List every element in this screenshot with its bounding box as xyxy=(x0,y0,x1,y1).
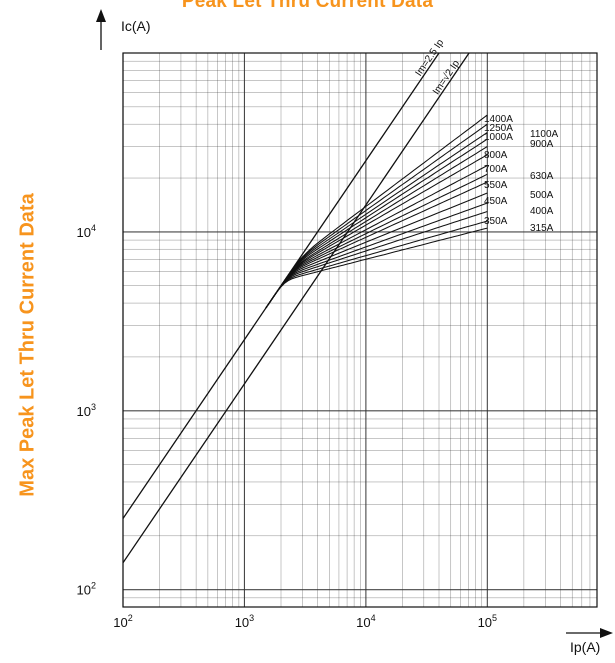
series-label-1400A: 1400A xyxy=(484,114,513,125)
series-line-1250A xyxy=(265,123,488,309)
x-axis-arrowhead xyxy=(600,628,613,638)
series-label-315A: 315A xyxy=(530,223,554,234)
label-layer: 102 103 104 105 102 103 104 Ic(A) Ip(A) Im=2.5 Ip… xyxy=(77,18,601,655)
series-label-550A: 550A xyxy=(484,180,508,191)
series-line-350A xyxy=(265,220,488,309)
series-line-550A xyxy=(265,181,488,309)
series-line-800A xyxy=(265,154,488,309)
y-axis-title: Ic(A) xyxy=(121,18,151,34)
series-label-1250A: 1250A xyxy=(484,123,513,134)
x-tick-label: 102 xyxy=(113,613,132,630)
series-line-1100A xyxy=(265,131,488,309)
axis-layer xyxy=(96,9,613,638)
y-axis-arrowhead xyxy=(96,9,106,22)
series-line-700A xyxy=(265,165,488,309)
series-label-700A: 700A xyxy=(484,164,508,175)
x-tick-label: 104 xyxy=(356,613,375,630)
reference-line xyxy=(122,52,470,564)
series-line-1000A xyxy=(265,138,488,309)
series-line-900A xyxy=(265,146,488,309)
grid-layer xyxy=(122,53,598,608)
series-label-350A: 350A xyxy=(484,216,508,227)
x-axis-title: Ip(A) xyxy=(570,639,600,655)
y-tick-label: 102 xyxy=(77,581,96,598)
x-tick-label: 103 xyxy=(235,613,254,630)
series-line-450A xyxy=(265,202,488,309)
series-label-900A: 900A xyxy=(530,139,554,150)
series-line-500A xyxy=(265,192,488,309)
series-label-500A: 500A xyxy=(530,190,554,201)
series-label-800A: 800A xyxy=(484,150,508,161)
y-tick-label: 104 xyxy=(77,223,96,240)
reference-line-label: Im=2.5 Ip xyxy=(414,37,447,78)
series-line-400A xyxy=(265,211,488,309)
series-line-315A xyxy=(265,227,488,309)
reference-lines xyxy=(122,52,470,564)
page-title: Peak Let Thru Current Data xyxy=(181,0,434,12)
series-line-630A xyxy=(265,173,488,309)
reference-line-label: Im=√2 Ip xyxy=(430,57,462,96)
series-label-400A: 400A xyxy=(530,206,554,217)
series-label-450A: 450A xyxy=(484,196,508,207)
y-tick-label: 103 xyxy=(77,402,96,419)
series-label-1100A: 1100A xyxy=(530,129,559,140)
series-label-630A: 630A xyxy=(530,171,554,182)
series-label-1000A: 1000A xyxy=(484,132,513,143)
series-layer xyxy=(265,114,488,309)
plot-frame xyxy=(122,52,598,608)
series-line-1400A xyxy=(265,114,488,309)
x-tick-label: 105 xyxy=(478,613,497,630)
